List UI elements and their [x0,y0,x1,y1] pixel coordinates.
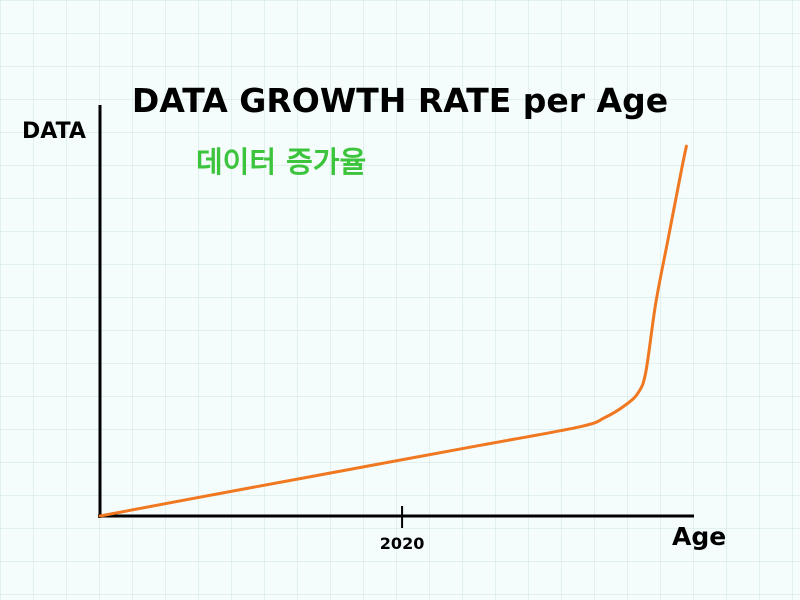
x-tick-label: 2020 [380,534,425,553]
series-line [98,144,688,518]
x-axis-label: Age [672,522,726,551]
y-axis-label: DATA [22,119,86,144]
chart-title: DATA GROWTH RATE per Age [132,81,668,120]
chart-subtitle: 데이터 증가율 [196,145,366,179]
